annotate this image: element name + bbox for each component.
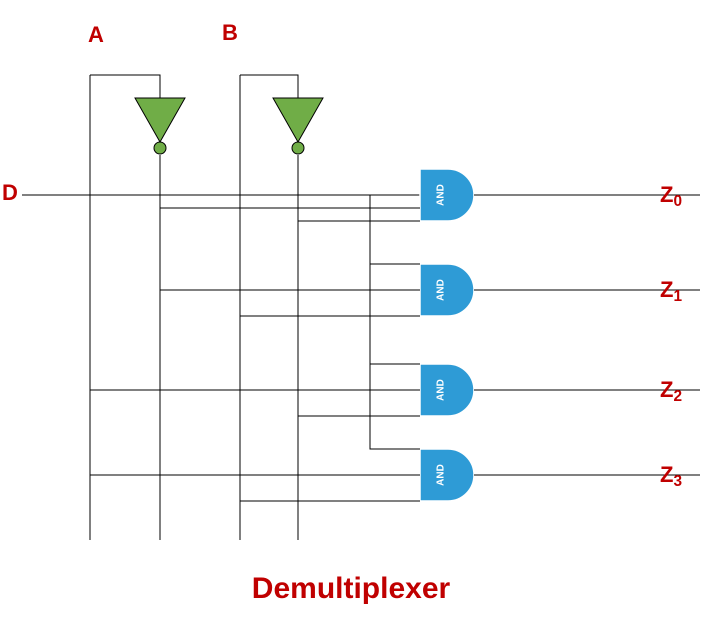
and-gate-3: AND (420, 449, 474, 501)
demux-diagram: AND AND AND AND A B D Z0 Z1 Z2 Z3 Demult… (0, 0, 703, 618)
and-label-1: AND (436, 279, 447, 301)
label-Z3: Z3 (660, 462, 682, 490)
wire-g2-top (370, 264, 420, 364)
diagram-title: Demultiplexer (252, 572, 451, 605)
label-Z0: Z0 (660, 182, 682, 210)
tap-B-to-not (240, 75, 298, 98)
not-gate-A (135, 98, 185, 154)
and-gate-0: AND (420, 169, 474, 221)
and-label-0: AND (436, 184, 447, 206)
and-label-3: AND (436, 464, 447, 486)
label-Z1: Z1 (660, 277, 682, 305)
label-D: D (2, 180, 18, 205)
wire-g3-top (370, 364, 420, 449)
wire-g1-top (370, 195, 420, 264)
label-B: B (222, 20, 238, 45)
label-Z2: Z2 (660, 377, 682, 405)
and-gate-1: AND (420, 264, 474, 316)
label-A: A (88, 22, 104, 47)
and-gate-2: AND (420, 364, 474, 416)
tap-A-to-not (90, 75, 160, 98)
not-gate-B (273, 98, 323, 154)
and-label-2: AND (436, 379, 447, 401)
